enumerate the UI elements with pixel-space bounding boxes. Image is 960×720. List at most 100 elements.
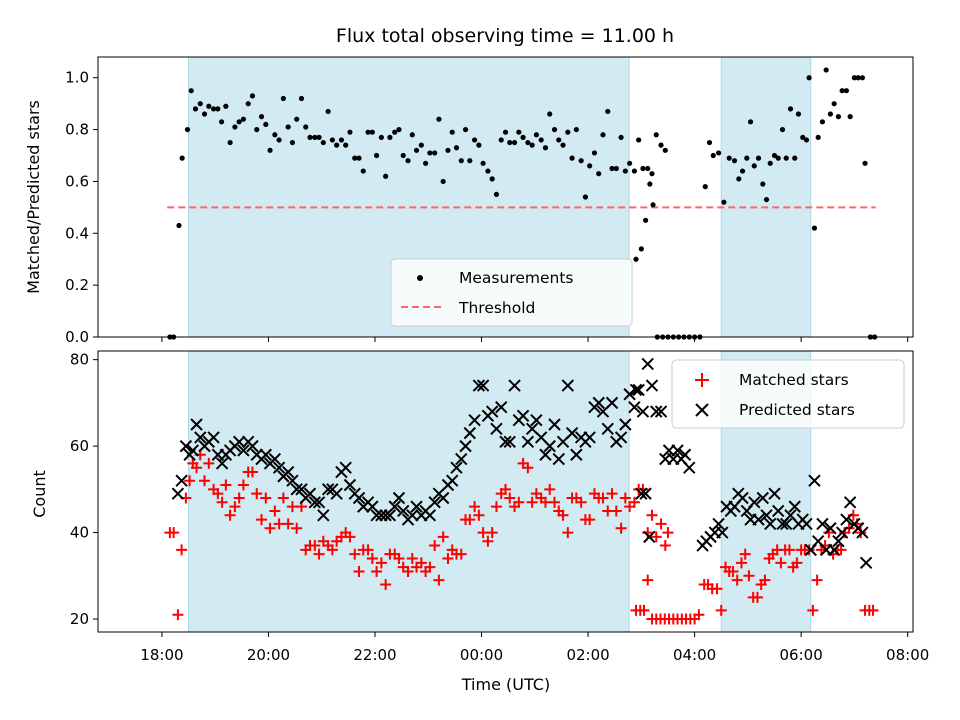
predicted-star-point <box>321 483 335 496</box>
predicted-star-point <box>683 461 696 474</box>
measurement-point <box>811 225 818 231</box>
predicted-star-point <box>459 439 472 453</box>
measurement-point <box>658 142 664 148</box>
predicted-star-point <box>635 487 648 500</box>
measurement-point <box>569 155 575 161</box>
predicted-star-point <box>800 517 813 531</box>
measurement-point <box>751 163 757 169</box>
measurement-point <box>633 256 639 262</box>
matched-star-point <box>775 557 787 569</box>
predicted-star-point <box>780 517 793 531</box>
measurement-point <box>392 129 398 135</box>
predicted-star-point <box>352 491 366 505</box>
predicted-star-point <box>543 439 556 453</box>
predicted-star-point <box>671 444 684 457</box>
predicted-star-point <box>508 379 521 392</box>
matched-star-point <box>176 544 188 556</box>
measurement-point <box>236 119 242 125</box>
matched-star-point <box>650 531 662 543</box>
matched-star-point <box>513 496 525 508</box>
matched-star-point <box>735 557 747 569</box>
measurement-point <box>702 184 708 190</box>
matched-star-point <box>212 488 224 500</box>
measurement-point <box>710 152 716 159</box>
measurement-point <box>760 181 766 187</box>
predicted-star-point <box>190 418 203 431</box>
measurement-point <box>192 106 199 112</box>
measurement-point <box>636 137 642 143</box>
measurement-points <box>167 67 878 340</box>
predicted-star-point <box>827 543 841 557</box>
measurement-point <box>533 132 539 138</box>
measurement-point <box>263 121 269 128</box>
predicted-star-point <box>614 431 628 444</box>
measurement-point <box>201 111 208 117</box>
bottom-x-ticks: 18:00 20:00 22:00 00:00 02:00 04:00 06:00 08:00 <box>140 632 929 664</box>
measurement-point <box>736 176 742 182</box>
matched-star-point <box>615 522 627 534</box>
measurement-point <box>823 67 829 73</box>
measurement-point <box>525 139 531 146</box>
predicted-star-point <box>712 517 725 531</box>
measurement-point <box>538 137 544 143</box>
predicted-star-point <box>450 461 463 474</box>
predicted-star-point <box>840 513 853 526</box>
matched-star-point <box>237 479 249 491</box>
legend-matched-marker <box>695 373 709 387</box>
measurement-point <box>249 93 256 99</box>
predicted-star-point <box>503 435 516 448</box>
measurement-point <box>783 155 789 161</box>
top-axes-frame <box>97 56 914 338</box>
predicted-star-point <box>764 517 777 531</box>
predicted-star-point <box>281 465 295 479</box>
predicted-star-point <box>171 487 185 500</box>
measurement-point <box>320 139 326 146</box>
measurement-point <box>806 75 812 81</box>
measurement-point <box>352 155 358 161</box>
predicted-star-point <box>650 405 663 418</box>
predicted-star-point <box>272 461 286 474</box>
measurement-point <box>360 168 366 174</box>
predicted-star-point <box>446 474 459 487</box>
predicted-star-point <box>521 435 535 448</box>
predicted-star-point <box>832 535 845 548</box>
matched-star-point <box>402 565 414 577</box>
measurement-point <box>383 173 389 179</box>
measurement-point <box>622 168 628 174</box>
measurement-point <box>847 114 853 120</box>
measurement-point <box>800 134 806 140</box>
predicted-star-point <box>768 487 781 500</box>
matched-star-point <box>220 479 232 491</box>
measurement-point <box>605 108 611 115</box>
measurement-point <box>779 126 786 133</box>
measurement-point <box>739 168 746 174</box>
matched-star-point <box>526 496 538 508</box>
measurement-point <box>649 171 655 177</box>
measurement-point <box>835 114 842 120</box>
top-panel: 0.0 0.2 0.4 0.6 0.8 1.0 Matched/Predicted sta… <box>24 56 914 346</box>
measurement-point <box>467 158 473 164</box>
matched-star-point <box>269 505 281 517</box>
measurement-point <box>413 147 420 153</box>
matched-star-point <box>715 604 727 616</box>
y-tick-label: 0.2 <box>65 276 89 294</box>
measurement-point <box>747 119 754 125</box>
predicted-star-point <box>548 418 561 431</box>
matched-star-point <box>482 535 494 547</box>
predicted-star-point <box>410 500 423 513</box>
predicted-star-point <box>565 426 579 440</box>
top-legend-box <box>390 258 633 327</box>
matched-star-point <box>504 492 516 504</box>
figure-title: Flux total observing time = 11.00 h <box>336 25 674 47</box>
matched-star-point <box>375 557 387 569</box>
predicted-star-point <box>636 405 650 418</box>
predicted-star-point <box>259 448 273 461</box>
matched-stars-points <box>164 449 879 625</box>
predicted-star-point <box>654 405 668 418</box>
bottom-panel: 20 40 60 80 18:00 20:00 22:00 00:00 02:00 04:00 0… <box>30 350 929 694</box>
matched-star-point <box>759 574 771 586</box>
matched-star-point <box>464 514 476 526</box>
measurement-point <box>254 126 260 133</box>
matched-star-point <box>500 483 511 495</box>
matched-star-point <box>727 565 739 577</box>
